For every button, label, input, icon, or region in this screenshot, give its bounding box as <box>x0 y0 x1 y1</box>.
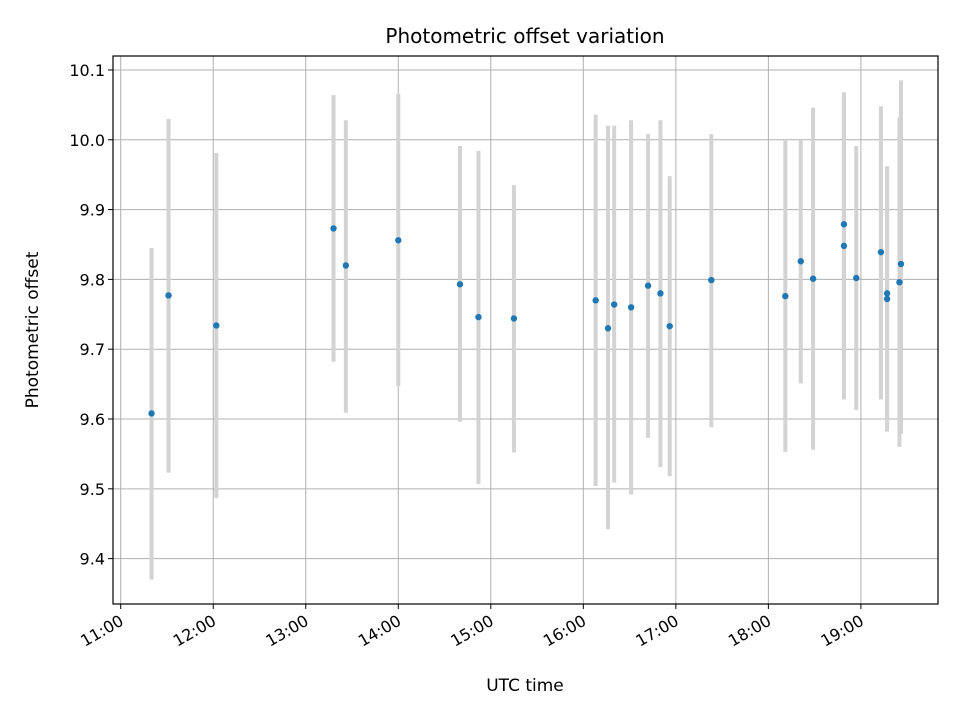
data-point <box>342 262 350 269</box>
y-axis-ticks: 9.4 9.5 9.6 9.7 9.8 9.9 10.0 10.1 <box>69 61 113 569</box>
data-point <box>475 313 482 321</box>
data-point <box>330 225 337 232</box>
data-point <box>510 315 518 322</box>
data-point <box>840 221 848 228</box>
y-tick-label: 9.4 <box>80 550 105 569</box>
y-tick-label: 9.8 <box>80 270 105 289</box>
y-tick-label: 9.9 <box>80 201 105 220</box>
data-point <box>877 248 885 256</box>
y-tick-label: 10.0 <box>69 131 105 150</box>
data-point <box>657 290 664 297</box>
data-point <box>627 304 635 311</box>
x-tick-label: 13:00 <box>262 611 311 651</box>
data-point <box>782 292 789 300</box>
data-point <box>644 282 652 289</box>
x-tick-label: 17:00 <box>632 611 681 651</box>
data-point <box>883 295 891 303</box>
x-tick-label: 15:00 <box>447 611 496 651</box>
y-tick-label: 9.7 <box>80 340 105 359</box>
x-tick-label: 19:00 <box>817 611 866 651</box>
plot-frame <box>112 55 939 605</box>
data-point <box>148 410 155 417</box>
x-tick-label: 11:00 <box>77 611 126 651</box>
x-tick-label: 18:00 <box>725 611 774 651</box>
data-point <box>797 258 804 265</box>
x-tick-label: 16:00 <box>540 611 589 651</box>
y-axis-label: Photometric offset <box>23 251 43 408</box>
data-point <box>213 322 220 329</box>
y-tick-label: 9.6 <box>80 410 105 429</box>
data-point <box>809 275 817 282</box>
data-point <box>395 237 402 244</box>
data-point <box>840 242 848 250</box>
data-point <box>666 322 673 330</box>
data-point <box>853 274 860 282</box>
data-point <box>897 260 905 268</box>
chart-title: Photometric offset variation <box>385 24 664 48</box>
x-tick-label: 12:00 <box>170 611 219 651</box>
x-axis-ticks: 11:00 12:00 13:00 14:00 15:00 16:00 17:00 18:00… <box>77 604 867 651</box>
data-point <box>883 290 891 297</box>
data-point <box>604 325 612 332</box>
x-tick-label: 14:00 <box>355 611 404 651</box>
data-point <box>610 301 618 308</box>
data-point <box>708 276 715 284</box>
y-tick-label: 9.5 <box>80 480 105 499</box>
y-tick-label: 10.1 <box>69 61 105 80</box>
x-axis-label: UTC time <box>486 676 564 696</box>
data-point <box>592 297 599 304</box>
data-point <box>896 278 903 286</box>
data-points <box>148 221 905 417</box>
data-point <box>456 281 464 288</box>
data-point <box>165 292 172 299</box>
error-bars <box>149 80 903 580</box>
